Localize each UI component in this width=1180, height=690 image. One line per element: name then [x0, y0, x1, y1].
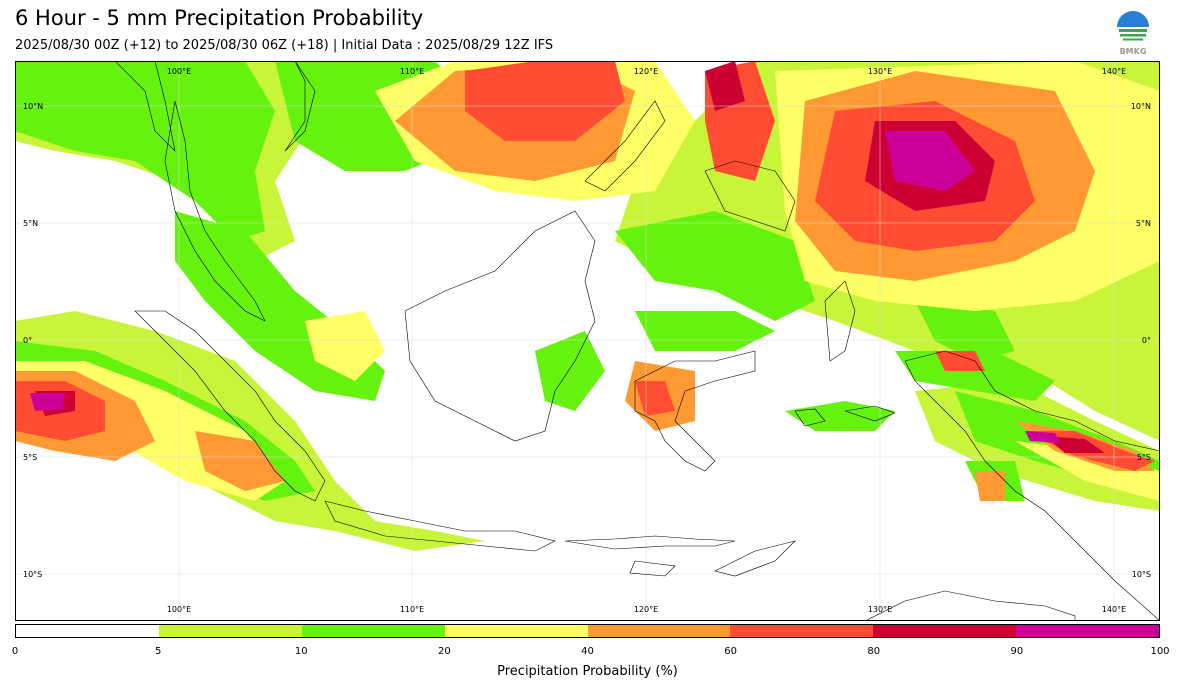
- map-title: 6 Hour - 5 mm Precipitation Probability: [15, 6, 424, 30]
- lat-label-left: 0°: [23, 336, 32, 345]
- colorbar-tick-label: 60: [724, 646, 737, 657]
- colorbar-tick-label: 10: [294, 646, 308, 657]
- lon-label-top: 110°E: [400, 67, 424, 76]
- gridlines: [15, 61, 1160, 621]
- lon-label-bottom: 100°E: [167, 605, 191, 614]
- lat-label-left: 10°S: [23, 570, 42, 579]
- colorbar-segment: [16, 625, 159, 637]
- lon-label-top: 100°E: [167, 67, 191, 76]
- colorbar-tick-label: 5: [154, 646, 162, 657]
- colorbar-segment: [301, 625, 445, 637]
- lat-label-right: 10°N: [1131, 102, 1151, 111]
- lat-label-left: 5°S: [23, 453, 37, 462]
- lon-label-top: 130°E: [868, 67, 892, 76]
- lat-label-right: 5°N: [1136, 219, 1151, 228]
- colorbar-segment: [158, 625, 302, 637]
- colorbar-segment: [873, 625, 1017, 637]
- colorbar-tick-label: 90: [1010, 646, 1024, 657]
- lat-label-left: 5°N: [23, 219, 38, 228]
- colorbar-tick-label: 100: [1150, 646, 1170, 657]
- probability-shading: [15, 61, 1160, 551]
- lon-label-top: 120°E: [634, 67, 658, 76]
- lon-label-bottom: 130°E: [868, 605, 892, 614]
- colorbar-tick-label: 40: [581, 646, 594, 657]
- colorbar: [15, 624, 1160, 638]
- bmkg-logo: BMKG: [1114, 10, 1152, 56]
- colorbar-segment: [730, 625, 874, 637]
- precipitation-map: 100°E 110°E 120°E 130°E 140°E 100°E 110°…: [15, 61, 1160, 621]
- lon-label-top: 140°E: [1102, 67, 1126, 76]
- coastlines: [114, 61, 1160, 621]
- lat-label-right: 10°S: [1132, 570, 1151, 579]
- lon-label-bottom: 140°E: [1102, 605, 1126, 614]
- colorbar-tick-label: 80: [867, 646, 881, 657]
- lat-label-right: 5°S: [1137, 453, 1151, 462]
- lon-label-bottom: 110°E: [400, 605, 424, 614]
- colorbar-segment: [444, 625, 588, 637]
- colorbar-title: Precipitation Probability (%): [497, 664, 678, 679]
- lat-label-right: 0°: [1142, 336, 1151, 345]
- lon-label-bottom: 120°E: [634, 605, 658, 614]
- lat-label-left: 10°N: [23, 102, 43, 111]
- svg-text:BMKG: BMKG: [1120, 47, 1147, 56]
- colorbar-segment: [1016, 625, 1159, 637]
- colorbar-tick-label: 0: [11, 646, 19, 657]
- colorbar-tick-label: 20: [438, 646, 451, 657]
- colorbar-segment: [587, 625, 731, 637]
- map-subtitle: 2025/08/30 00Z (+12) to 2025/08/30 06Z (…: [15, 38, 554, 53]
